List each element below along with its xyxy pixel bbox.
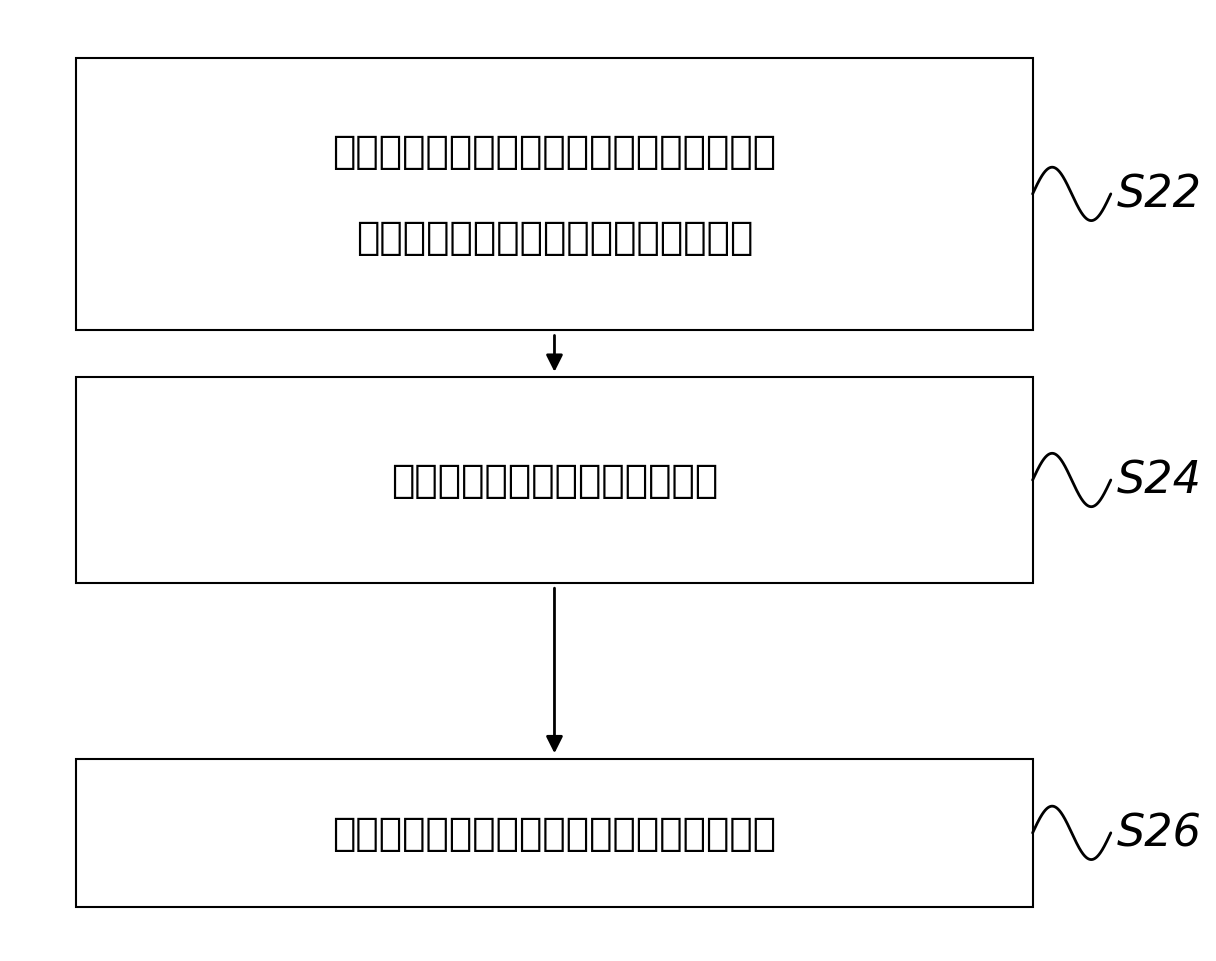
Text: S22: S22	[1116, 173, 1201, 216]
Text: S26: S26	[1116, 811, 1201, 854]
Bar	[77, 378, 1032, 583]
Bar	[77, 59, 1032, 331]
Text: S24: S24	[1116, 459, 1201, 502]
Text: 如果系统重启，基于打印结果确定故障类型: 如果系统重启，基于打印结果确定故障类型	[332, 814, 777, 852]
Text: 存储打印结果，并控制系统重启: 存储打印结果，并控制系统重启	[390, 461, 719, 500]
Text: 如果检测到系统出现故障，打印内核栈的栈: 如果检测到系统出现故障，打印内核栈的栈	[332, 133, 777, 171]
Bar	[77, 759, 1032, 907]
Text: 区域和用户栈的栈区域，得到打印结果: 区域和用户栈的栈区域，得到打印结果	[356, 218, 753, 257]
